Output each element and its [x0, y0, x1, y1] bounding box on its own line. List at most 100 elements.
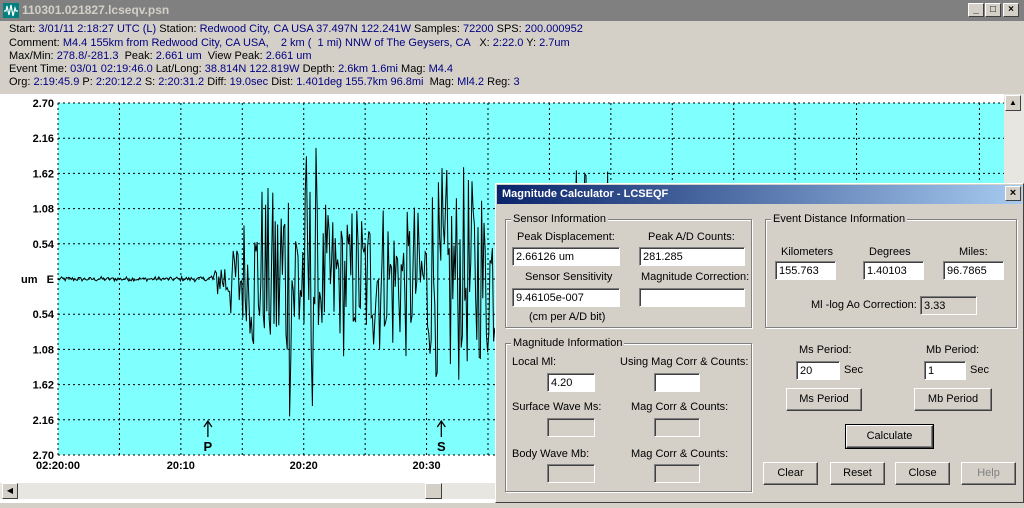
- ms-period-unit: Sec: [844, 364, 863, 376]
- mag-label: Mag:: [401, 63, 426, 75]
- dialog-title: Magnitude Calculator - LCSEQF: [502, 188, 669, 200]
- mag2-value: Ml4.2: [457, 76, 485, 88]
- local-ml-label: Local Ml:: [512, 356, 557, 368]
- x-tick-label: 20:20: [290, 460, 318, 472]
- mb-period-field[interactable]: 1: [924, 361, 966, 380]
- local-ml-field[interactable]: 4.20: [547, 373, 595, 392]
- phase-marker-s: S: [436, 419, 446, 454]
- station-label: Station:: [159, 23, 197, 35]
- y-label: Y:: [526, 37, 537, 49]
- sensor-group-label: Sensor Information: [511, 213, 608, 225]
- phase-marker-label: S: [437, 439, 446, 454]
- y-tick-label: 2.70: [33, 450, 54, 462]
- surface-wave-ms-label: Surface Wave Ms:: [512, 401, 602, 413]
- mb-period-label: Mb Period:: [926, 344, 980, 356]
- info-line-1: Start: 3/01/11 2:18:27 UTC (L) Station: …: [9, 23, 583, 36]
- y-tick-label: um E: [21, 274, 54, 286]
- sensitivity-unit-label: (cm per A/D bit): [529, 311, 606, 323]
- dist-value: 1.401deg 155.7km 96.8mi: [296, 76, 424, 88]
- mag-corr-counts-field-2: [654, 464, 700, 483]
- magnitude-correction-label: Magnitude Correction:: [641, 271, 750, 283]
- ao-correction-field: 3.33: [920, 296, 977, 315]
- s-label: S:: [144, 76, 156, 88]
- sps-value: 200.000952: [524, 23, 583, 35]
- scroll-left-button[interactable]: ◀: [2, 483, 18, 499]
- y-tick-label: 1.08: [33, 344, 54, 356]
- org-label: Org:: [9, 76, 31, 88]
- ms-period-label: Ms Period:: [799, 344, 852, 356]
- maxmin-value: 278.8/-281.3: [56, 50, 119, 62]
- diff-label: Diff:: [207, 76, 227, 88]
- ms-period-button[interactable]: Ms Period: [786, 388, 862, 411]
- peak-displacement-field[interactable]: 2.66126 um: [512, 247, 620, 266]
- help-button-label: Help: [977, 467, 1000, 479]
- y-tick-label: 2.70: [33, 98, 54, 110]
- reset-button[interactable]: Reset: [830, 462, 885, 485]
- latlong-value: 38.814N 122.819W: [204, 63, 300, 75]
- peak-ad-counts-label: Peak A/D Counts:: [648, 231, 735, 243]
- info-line-2: Comment: M4.4 155km from Redwood City, C…: [9, 37, 570, 50]
- view-peak-label: View Peak:: [207, 50, 263, 62]
- seismogram-app-icon: [3, 3, 19, 18]
- mag-corr-counts-label-1: Mag Corr & Counts:: [631, 401, 729, 413]
- phase-marker-label: P: [204, 439, 213, 454]
- body-wave-mb-field: [547, 464, 595, 483]
- reg-label: Reg:: [487, 76, 511, 88]
- degrees-label: Degrees: [869, 246, 911, 258]
- samples-label: Samples:: [414, 23, 460, 35]
- miles-field[interactable]: 96.7865: [943, 261, 1004, 280]
- mb-period-button[interactable]: Mb Period: [914, 388, 992, 411]
- scroll-up-button[interactable]: ▲: [1005, 95, 1021, 111]
- view-peak-value: 2.661 um: [265, 50, 312, 62]
- dialog-titlebar: Magnitude Calculator - LCSEQF: [497, 185, 1022, 204]
- close-window-button[interactable]: ×: [1003, 3, 1019, 17]
- org-value: 2:19:45.9: [33, 76, 80, 88]
- dialog-close-icon[interactable]: ×: [1005, 186, 1021, 201]
- y-tick-label: 0.54: [33, 239, 55, 251]
- y-tick-label: 2.16: [33, 415, 54, 427]
- clear-button[interactable]: Clear: [763, 462, 818, 485]
- dist-label: Dist:: [271, 76, 294, 88]
- sps-label: SPS:: [496, 23, 522, 35]
- mag2-label: Mag:: [429, 76, 455, 88]
- ms-period-field[interactable]: 20: [796, 361, 840, 380]
- maximize-button[interactable]: □: [985, 3, 1001, 17]
- ao-correction-label: Ml -log Ao Correction:: [811, 299, 917, 311]
- mag-corr-counts-field-1: [654, 418, 700, 437]
- x-tick-label: 02:20:00: [36, 460, 80, 472]
- peak-ad-counts-field[interactable]: 281.285: [639, 247, 745, 266]
- kilometers-field[interactable]: 155.763: [775, 261, 836, 280]
- calculate-button[interactable]: Calculate: [845, 424, 934, 449]
- peak-value: 2.661 um: [155, 50, 202, 62]
- latlong-label: Lat/Long:: [155, 63, 202, 75]
- info-line-5: Org: 2:19:45.9 P: 2:20:12.2 S: 2:20:31.2…: [9, 76, 520, 89]
- magnitude-correction-field[interactable]: [639, 288, 745, 307]
- peak-label: Peak:: [124, 50, 153, 62]
- x-value: 2:22.0: [492, 37, 524, 49]
- x-tick-label: 20:10: [167, 460, 195, 472]
- using-mag-corr-label: Using Mag Corr & Counts:: [620, 356, 749, 368]
- event-time-value: 03/01 02:19:46.0: [70, 63, 153, 75]
- horizontal-scroll-thumb[interactable]: [425, 483, 442, 499]
- start-value: 3/01/11 2:18:27 UTC (L): [38, 23, 157, 35]
- comment-label: Comment:: [9, 37, 60, 49]
- y-tick-label: 1.62: [33, 380, 54, 392]
- minimize-button[interactable]: _: [968, 3, 984, 17]
- mag-corr-counts-label-2: Mag Corr & Counts:: [631, 448, 729, 460]
- horizontal-scrollbar[interactable]: [0, 483, 500, 499]
- sensor-sensitivity-field[interactable]: 9.46105e-007: [512, 288, 620, 307]
- reg-value: 3: [513, 76, 520, 88]
- info-line-4: Event Time: 03/01 02:19:46.0 Lat/Long: 3…: [9, 63, 453, 76]
- x-tick-label: 20:30: [413, 460, 441, 472]
- distance-group-label: Event Distance Information: [771, 213, 908, 225]
- close-button[interactable]: Close: [895, 462, 950, 485]
- maxmin-label: Max/Min:: [9, 50, 54, 62]
- degrees-field[interactable]: 1.40103: [863, 261, 924, 280]
- diff-value: 19.0sec: [229, 76, 269, 88]
- mb-period-unit: Sec: [970, 364, 989, 376]
- help-button[interactable]: Help: [961, 462, 1016, 485]
- magnitude-information-group: Magnitude Information: [505, 337, 752, 492]
- y-tick-label: 2.16: [33, 133, 54, 145]
- station-value: Redwood City, CA USA 37.497N 122.241W: [199, 23, 411, 35]
- using-mag-corr-field[interactable]: [654, 373, 700, 392]
